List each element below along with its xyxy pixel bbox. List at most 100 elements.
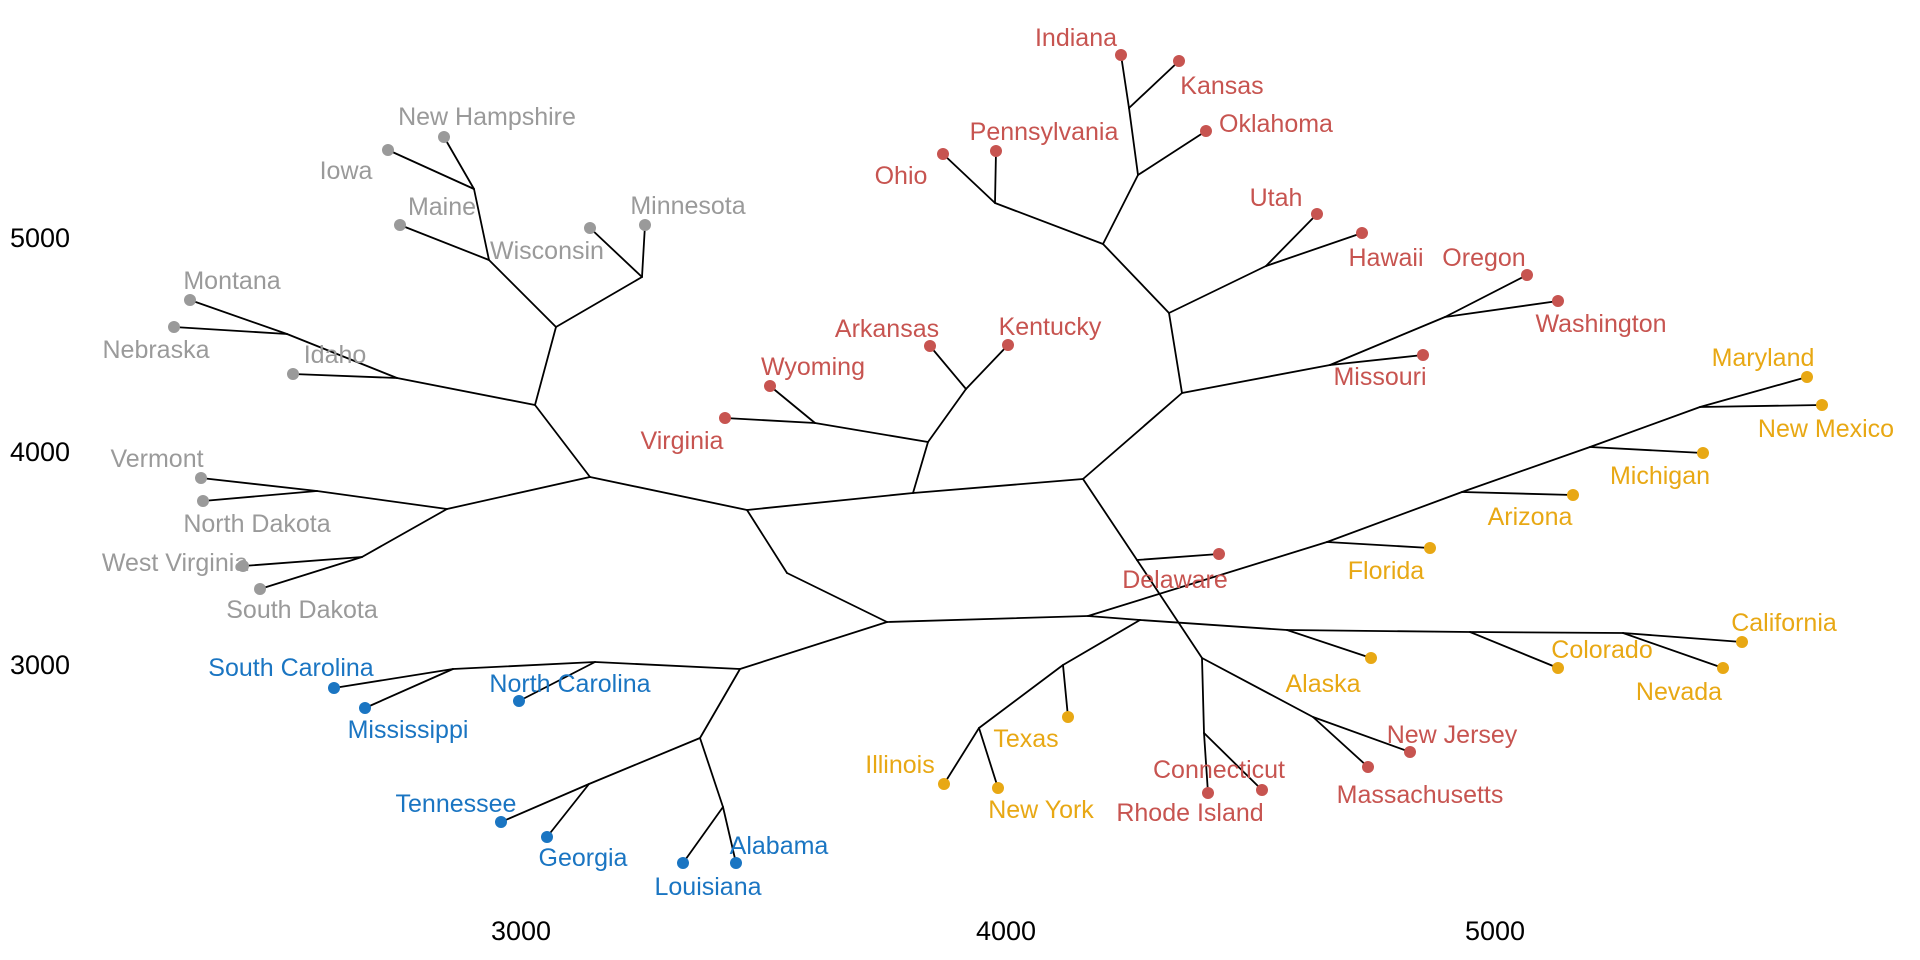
- leaf-label-ar: Arkansas: [835, 315, 939, 343]
- tree-edge-r1-r4: [994, 202, 1104, 245]
- tree-edge-g10-g11: [361, 508, 448, 558]
- tree-edge-y1-y8: [1087, 541, 1328, 617]
- leaf-dot-mt: [184, 294, 196, 306]
- leaf-dot-ar: [924, 340, 936, 352]
- leaf-label-ut: Utah: [1250, 184, 1303, 212]
- tree-edge-c1-k1: [746, 509, 788, 574]
- tree-edge-y6-y7: [1469, 631, 1624, 634]
- leaf-dot-nm: [1816, 399, 1828, 411]
- leaf-dot-de: [1213, 548, 1225, 560]
- leaf-label-me: Maine: [408, 193, 476, 221]
- leaf-dot-ne: [168, 321, 180, 333]
- leaf-dot-ok: [1200, 125, 1212, 137]
- tree-edge-nm-y11: [1699, 404, 1823, 408]
- leaf-label-mt: Montana: [183, 267, 280, 295]
- tree-edge-in-r2: [1120, 54, 1130, 109]
- leaf-label-ia: Iowa: [320, 157, 373, 185]
- tree-edge-y3-y4: [978, 664, 1064, 729]
- leaf-dot-mi: [1697, 447, 1709, 459]
- leaf-label-id: Idaho: [304, 341, 367, 369]
- tree-edge-r3-r4: [1102, 174, 1139, 245]
- tree-edge-b1-b4: [699, 668, 741, 739]
- tree-edge-tn-b5: [500, 783, 590, 823]
- leaf-dot-ks: [1173, 55, 1185, 67]
- tree-edge-nv-y7: [1622, 632, 1724, 669]
- tree-edge-g4-g7: [534, 326, 557, 406]
- leaf-label-nv: Nevada: [1636, 678, 1722, 706]
- tree-edge-wy-r11: [769, 385, 816, 424]
- leaf-label-vt: Vermont: [110, 445, 203, 473]
- tree-edge-m1-m2: [912, 478, 1084, 494]
- tree-edge-g5-g6: [286, 333, 398, 379]
- leaf-dot-mn: [639, 219, 651, 231]
- tree-edge-r2-r3: [1128, 107, 1139, 176]
- leaf-dot-tn: [495, 816, 507, 828]
- leaf-dot-az: [1567, 489, 1579, 501]
- leaf-label-ak: Alaska: [1285, 670, 1360, 698]
- leaf-label-nm: New Mexico: [1758, 415, 1894, 443]
- leaf-dot-sd: [254, 583, 266, 595]
- leaf-label-ct: Connecticut: [1153, 756, 1285, 784]
- tree-edge-or-r9: [1444, 274, 1528, 318]
- tree-edge-mo-r8: [1329, 354, 1424, 366]
- tree-edge-r8-r7: [1181, 364, 1331, 394]
- tree-edge-wv-g10: [242, 556, 363, 567]
- tree-edge-m4-m6: [1201, 657, 1314, 718]
- leaf-label-oh: Ohio: [875, 162, 928, 190]
- tree-edge-fl-y8: [1326, 541, 1431, 549]
- leaf-dot-mo: [1417, 349, 1429, 361]
- leaf-dot-me: [394, 219, 406, 231]
- tree-edge-pa-r1: [994, 150, 997, 204]
- tree-edge-ak-y5: [1286, 629, 1372, 659]
- tree-edge-la-b6: [682, 806, 724, 864]
- leaf-dot-ri: [1202, 787, 1214, 799]
- leaf-label-fl: Florida: [1348, 557, 1425, 585]
- tree-edge-ks-r2: [1128, 60, 1180, 109]
- tree-edge-g3-g4: [555, 276, 643, 328]
- tree-edge-c1-m1: [746, 492, 914, 511]
- leaf-dot-ia: [382, 144, 394, 156]
- tree-edge-nj-m6: [1312, 716, 1411, 753]
- leaf-label-or: Oregon: [1442, 244, 1525, 272]
- leaf-label-nd: North Dakota: [183, 510, 330, 538]
- tree-edge-al-b6: [722, 806, 737, 864]
- leaf-label-in: Indiana: [1035, 24, 1117, 52]
- tree-edge-b3-b1: [594, 661, 741, 670]
- tree-edge-y1-y2: [1087, 615, 1141, 621]
- leaf-label-ny: New York: [988, 796, 1094, 824]
- tree-edge-ga-b5: [546, 783, 590, 838]
- tree-edge-y2-y5: [1139, 619, 1288, 631]
- leaf-dot-tx: [1062, 711, 1074, 723]
- tree-edge-me-g2: [399, 224, 490, 261]
- tree-edge-g2-g4: [488, 259, 557, 328]
- leaf-dot-nj: [1404, 746, 1416, 758]
- leaf-dot-ma: [1362, 761, 1374, 773]
- leaf-dot-wv: [237, 560, 249, 572]
- tree-edge-r10-r12: [927, 388, 967, 443]
- tree-edge-ms-b2: [364, 668, 454, 709]
- tree-edge-md-y11: [1699, 376, 1808, 408]
- tree-edge-ma-m6: [1312, 716, 1369, 768]
- leaf-dot-wy: [764, 380, 776, 392]
- tree-edge-nc-b3: [518, 661, 596, 702]
- tree-edge-b2-b3: [452, 661, 596, 670]
- leaf-dot-ca: [1736, 636, 1748, 648]
- leaf-dot-wa: [1552, 295, 1564, 307]
- tree-edge-r6-r5: [1168, 265, 1267, 314]
- x-axis-tick-5000: 5000: [1465, 916, 1525, 946]
- leaf-label-pa: Pennsylvania: [970, 118, 1119, 146]
- leaf-label-ks: Kansas: [1180, 72, 1263, 100]
- leaf-dot-la: [677, 857, 689, 869]
- tree-edge-wi-g3: [589, 227, 643, 278]
- leaf-label-md: Maryland: [1712, 344, 1815, 372]
- leaf-dot-sc: [328, 682, 340, 694]
- tree-edge-ut-r6: [1265, 213, 1318, 267]
- tree-edge-g7-g8: [534, 404, 591, 478]
- leaf-label-tx: Texas: [993, 725, 1058, 753]
- tree-edge-mn-g3: [641, 224, 646, 278]
- leaf-dot-oh: [937, 148, 949, 160]
- tree-edge-ca-y7: [1622, 632, 1743, 643]
- leaf-label-wv: West Virginia: [102, 549, 248, 577]
- tree-edge-m4-m5: [1201, 657, 1205, 734]
